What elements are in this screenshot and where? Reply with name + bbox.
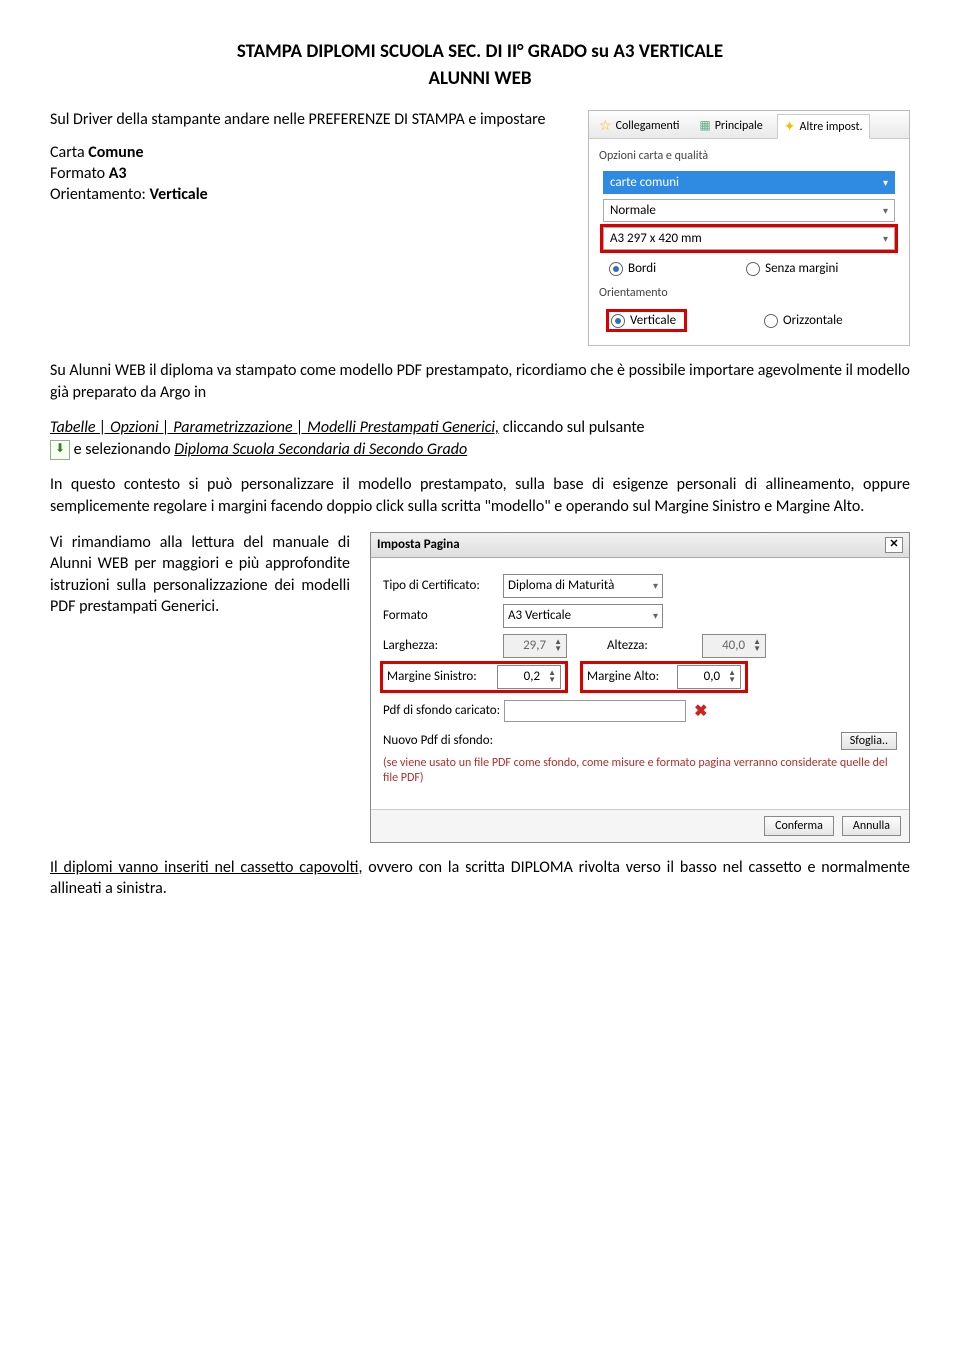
tab-label: Altre impost.	[800, 120, 863, 134]
chevron-down-icon: ▾	[883, 232, 888, 245]
radio-icon	[764, 314, 778, 328]
dialog-title-text: Imposta Pagina	[377, 537, 460, 552]
chevron-down-icon: ▾	[653, 579, 658, 592]
margine-sinistro-input[interactable]: 0,2 ▲▼	[497, 665, 561, 689]
tab-label: Principale	[715, 119, 763, 133]
clear-icon[interactable]: ✖	[694, 701, 707, 721]
radio-label: Bordi	[628, 261, 656, 276]
radio-verticale[interactable]: Verticale	[611, 313, 676, 328]
radio-orizzontale[interactable]: Orizzontale	[764, 312, 843, 329]
menu-path: Tabelle | Opzioni | Parametrizzazione | …	[50, 418, 499, 437]
dropdown-value: Normale	[610, 203, 656, 218]
close-icon[interactable]: ✕	[885, 537, 903, 553]
orientation-label: Orientamento	[599, 286, 899, 300]
tabs-bar: ☆ Collegamenti ▦ Principale ✦ Altre impo…	[589, 111, 909, 139]
radio-icon	[746, 262, 760, 276]
tipo-certificato-label: Tipo di Certificato:	[383, 578, 503, 593]
tab-principale[interactable]: ▦ Principale	[693, 113, 768, 138]
altezza-input[interactable]: 40,0 ▲▼	[702, 634, 766, 658]
radio-icon	[611, 314, 625, 328]
spinner-icon: ▲▼	[548, 670, 556, 684]
paragraph-2: In questo contesto si può personalizzare…	[50, 474, 910, 517]
star-icon: ✦	[784, 118, 796, 135]
conferma-button[interactable]: Conferma	[764, 816, 834, 836]
nuovo-pdf-label: Nuovo Pdf di sfondo:	[383, 733, 493, 748]
section-header: Opzioni carta e qualità	[599, 149, 899, 163]
margine-alto-label: Margine Alto:	[587, 669, 677, 684]
tab-collegamenti[interactable]: ☆ Collegamenti	[593, 113, 685, 138]
margine-alto-highlight: Margine Alto: 0,0 ▲▼	[583, 664, 745, 690]
radio-label: Senza margini	[765, 261, 838, 276]
input-value: 40,0	[722, 638, 745, 653]
formato-label: Formato	[383, 608, 503, 623]
select-value: Diploma di Maturità	[508, 578, 614, 593]
pdf-caricato-input[interactable]	[504, 700, 686, 722]
radio-verticale-highlight: Verticale	[609, 312, 684, 329]
imposta-pagina-dialog: Imposta Pagina ✕ Tipo di Certificato: Di…	[370, 532, 910, 843]
paper-size-dropdown[interactable]: A3 297 x 420 mm ▾	[603, 227, 895, 250]
grid-icon: ▦	[699, 118, 710, 133]
tab-label: Collegamenti	[616, 119, 680, 133]
page-title-1: STAMPA DIPLOMI SCUOLA SEC. DI II° GRADO …	[50, 40, 910, 63]
diploma-model-link: Diploma Scuola Secondaria di Secondo Gra…	[174, 440, 467, 459]
sfoglia-button[interactable]: Sfoglia..	[841, 732, 897, 750]
formato-select[interactable]: A3 Verticale ▾	[503, 604, 663, 628]
spinner-icon: ▲▼	[753, 639, 761, 653]
radio-bordi[interactable]: Bordi	[609, 261, 656, 276]
larghezza-input[interactable]: 29,7 ▲▼	[503, 634, 567, 658]
chevron-down-icon: ▾	[653, 609, 658, 622]
import-icon: ⬇	[50, 440, 70, 460]
radio-label: Verticale	[630, 313, 676, 328]
dropdown-value: carte comuni	[610, 175, 679, 190]
pdf-caricato-label: Pdf di sfondo caricato:	[383, 703, 500, 718]
pdf-note: (se viene usato un file PDF come sfondo,…	[383, 756, 897, 787]
paper-type-dropdown[interactable]: carte comuni ▾	[603, 171, 895, 194]
spinner-icon: ▲▼	[554, 639, 562, 653]
chevron-down-icon: ▾	[883, 204, 888, 217]
tipo-certificato-select[interactable]: Diploma di Maturità ▾	[503, 574, 663, 598]
annulla-button[interactable]: Annulla	[842, 816, 901, 836]
menu-path-line: Tabelle | Opzioni | Parametrizzazione | …	[50, 417, 910, 460]
input-value: 29,7	[523, 638, 546, 653]
paragraph-3: Vi rimandiamo alla lettura del manuale d…	[50, 532, 350, 618]
star-icon: ☆	[599, 117, 612, 134]
spinner-icon: ▲▼	[728, 670, 736, 684]
final-paragraph: Il diplomi vanno inseriti nel cassetto c…	[50, 857, 910, 900]
input-value: 0,2	[524, 669, 540, 684]
paragraph-1: Su Alunni WEB il diploma va stampato com…	[50, 360, 910, 403]
altezza-label: Altezza:	[607, 638, 702, 653]
printer-preferences-screenshot: ☆ Collegamenti ▦ Principale ✦ Altre impo…	[588, 110, 910, 346]
page-title-2: ALUNNI WEB	[50, 67, 910, 90]
radio-label: Orizzontale	[783, 313, 843, 328]
chevron-down-icon: ▾	[883, 176, 888, 189]
radio-senza-margini[interactable]: Senza margini	[746, 261, 838, 276]
margine-sinistro-label: Margine Sinistro:	[387, 669, 497, 684]
quality-dropdown[interactable]: Normale ▾	[603, 199, 895, 222]
margine-sinistro-highlight: Margine Sinistro: 0,2 ▲▼	[383, 664, 565, 690]
tab-altre-impost[interactable]: ✦ Altre impost.	[777, 114, 870, 139]
radio-icon	[609, 262, 623, 276]
larghezza-label: Larghezza:	[383, 638, 503, 653]
select-value: A3 Verticale	[508, 608, 571, 623]
input-value: 0,0	[704, 669, 720, 684]
margine-alto-input[interactable]: 0,0 ▲▼	[677, 665, 741, 689]
dropdown-value: A3 297 x 420 mm	[610, 231, 702, 246]
